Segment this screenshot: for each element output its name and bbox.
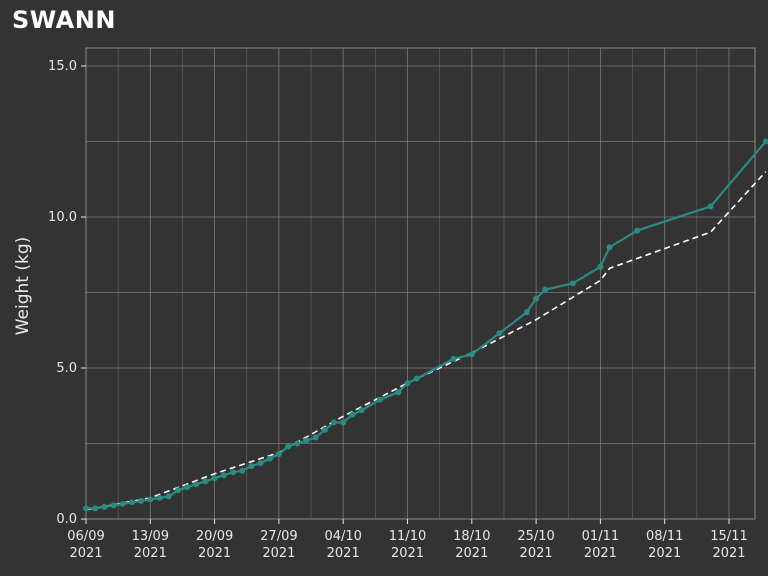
y-tick-label: 0.0 — [56, 512, 77, 527]
weight-point — [92, 505, 99, 512]
y-tick-label: 5.0 — [56, 361, 77, 376]
weight-point — [257, 460, 264, 467]
weight-point — [202, 478, 209, 485]
weight-point — [468, 351, 475, 358]
weight-point — [395, 389, 402, 396]
weight-point — [496, 330, 503, 337]
weight-point — [239, 467, 246, 474]
x-tick-year-label: 2021 — [455, 546, 488, 561]
weight-point — [266, 455, 273, 462]
x-tick-year-label: 2021 — [584, 546, 617, 561]
weight-point — [762, 138, 768, 145]
weight-point — [340, 419, 347, 426]
weight-point — [156, 494, 163, 501]
weight-point — [404, 380, 411, 387]
reference-series — [85, 171, 767, 511]
tick-labels: 0.0 5.0 10.0 15.0 06/09 2021 13/09 2021 20/09 202… — [48, 59, 748, 561]
weight-point — [542, 286, 549, 293]
weight-point — [275, 451, 282, 458]
weight-point — [450, 355, 457, 362]
weight-point — [83, 505, 89, 512]
y-tick-label: 15.0 — [48, 59, 77, 74]
weight-point — [331, 419, 337, 426]
weight-point — [193, 481, 200, 488]
weight-point — [349, 411, 356, 418]
x-tick-year-label: 2021 — [391, 546, 424, 561]
x-tick-label: 18/10 — [453, 529, 490, 544]
weight-point — [220, 472, 227, 479]
chart-title: SWANN — [12, 6, 116, 34]
x-tick-year-label: 2021 — [262, 546, 295, 561]
weight-point — [128, 499, 135, 506]
weight-point — [413, 375, 420, 382]
weight-point — [303, 437, 310, 444]
weight-point — [523, 309, 530, 316]
x-tick-year-label: 2021 — [712, 546, 745, 561]
weight-point — [119, 500, 126, 507]
x-tick-label: 04/10 — [324, 529, 361, 544]
weight-point — [248, 463, 255, 470]
y-tick-label: 10.0 — [48, 210, 77, 225]
weight-point — [707, 203, 714, 210]
weight-point — [230, 469, 236, 476]
x-tick-label: 06/09 — [67, 529, 104, 544]
weight-point — [533, 295, 540, 302]
weight-point — [569, 280, 576, 287]
weight-point — [184, 484, 190, 491]
x-tick-label: 01/11 — [582, 529, 619, 544]
x-tick-year-label: 2021 — [327, 546, 360, 561]
plot-frame — [85, 47, 756, 520]
weight-point — [634, 227, 641, 234]
weight-point — [376, 396, 383, 403]
x-tick-year-label: 2021 — [648, 546, 681, 561]
x-tick-label: 20/09 — [196, 529, 233, 544]
x-tick-label: 13/09 — [132, 529, 169, 544]
weight-point — [312, 434, 319, 441]
x-tick-label: 27/09 — [260, 529, 297, 544]
weight-point — [165, 493, 172, 500]
weight-point — [321, 426, 328, 433]
weight-point — [211, 475, 218, 482]
weight-point — [597, 263, 604, 270]
weight-point — [606, 244, 613, 251]
grid — [85, 47, 756, 520]
x-tick-label: 15/11 — [710, 529, 747, 544]
weight-point — [101, 503, 108, 510]
weight-point — [147, 496, 154, 503]
x-tick-year-label: 2021 — [69, 546, 102, 561]
x-tick-year-label: 2021 — [520, 546, 553, 561]
reference-line — [85, 171, 767, 511]
weight-line — [86, 140, 767, 510]
x-tick-label: 25/10 — [517, 529, 554, 544]
x-tick-label: 11/10 — [389, 529, 426, 544]
y-axis-label: Weight (kg) — [13, 237, 33, 336]
weight-point — [110, 502, 117, 509]
x-tick-label: 08/11 — [646, 529, 683, 544]
weight-point — [285, 443, 292, 450]
weight-series — [83, 138, 768, 512]
weight-point — [138, 497, 145, 504]
weight-point — [174, 487, 181, 494]
x-tick-year-label: 2021 — [134, 546, 167, 561]
x-tick-year-label: 2021 — [198, 546, 231, 561]
axes — [81, 65, 730, 524]
weight-point — [294, 440, 301, 447]
weight-point — [358, 407, 365, 414]
